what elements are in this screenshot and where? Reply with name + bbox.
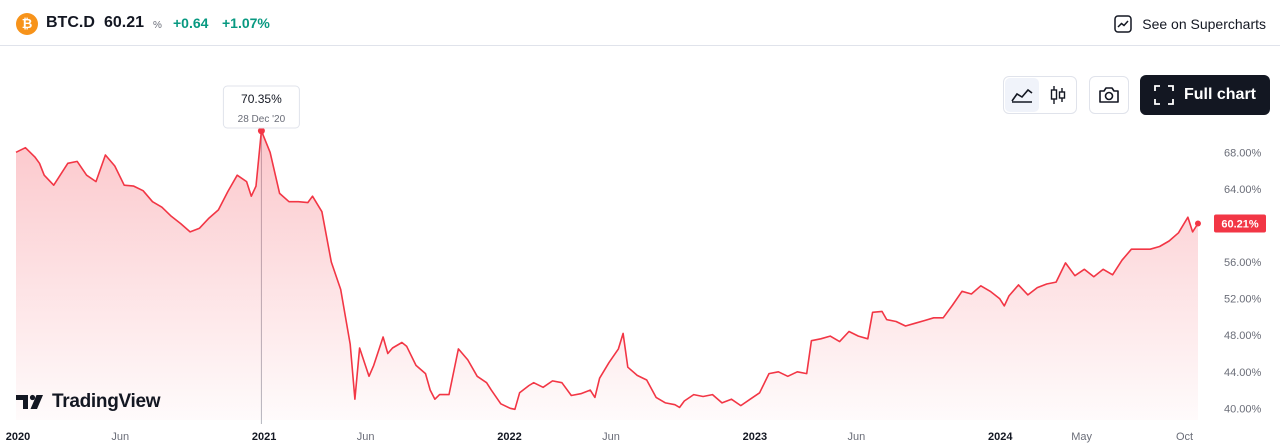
tradingview-logo-icon [16, 394, 43, 409]
x-tick-label: 2022 [497, 431, 521, 443]
full-chart-label: Full chart [1183, 86, 1256, 103]
last-point [1194, 220, 1201, 227]
x-tick-label: Jun [357, 431, 375, 443]
see-on-supercharts-link[interactable]: See on Supercharts [1114, 13, 1266, 35]
y-tick-label: 56.00% [1224, 257, 1262, 269]
x-tick-label: 2023 [743, 431, 767, 443]
y-tick-label: 48.00% [1224, 330, 1262, 342]
candlestick-icon [1050, 86, 1066, 104]
x-tick-label: 2021 [252, 431, 276, 443]
candlestick-button[interactable] [1041, 78, 1075, 112]
expand-icon [1154, 85, 1174, 105]
area-fill [16, 130, 1198, 421]
tradingview-logo: TradingView [16, 391, 161, 413]
screenshot-button[interactable] [1089, 76, 1129, 114]
x-tick-label: Oct [1176, 431, 1193, 443]
y-tick-label: 52.00% [1224, 294, 1262, 306]
x-tick-label: Jun [602, 431, 620, 443]
last-price: 60.21 [104, 14, 145, 31]
y-tick-label: 68.00% [1224, 147, 1262, 159]
symbol-name[interactable]: BTC.D [46, 14, 95, 31]
bitcoin-icon: ₿ [16, 13, 38, 35]
y-tick-label: 40.00% [1224, 403, 1262, 415]
x-tick-label: Jun [848, 431, 866, 443]
x-tick-label: May [1071, 431, 1092, 443]
full-chart-button[interactable]: Full chart [1140, 75, 1270, 115]
price-change-percent: +1.07% [222, 15, 270, 31]
price-unit: % [153, 20, 162, 31]
price-change: +0.64 [173, 15, 209, 31]
camera-icon [1099, 87, 1119, 103]
last-price-badge-text: 60.21% [1221, 219, 1259, 231]
tooltip-date: 28 Dec '20 [238, 114, 286, 125]
x-tick-label: 2020 [6, 431, 30, 443]
tradingview-logo-text: TradingView [52, 391, 161, 412]
price-chart[interactable]: 68.00%64.00%60.00%56.00%52.00%48.00%44.0… [0, 56, 1280, 444]
area-chart-icon [1011, 88, 1033, 103]
area-chart-button[interactable] [1005, 78, 1039, 112]
supercharts-icon [1114, 15, 1132, 33]
symbol-header: ₿ BTC.D 60.21 % +0.64 +1.07% See on Supe… [0, 0, 1280, 46]
x-tick-label: 2024 [988, 431, 1013, 443]
chart-style-group [1003, 76, 1077, 114]
tooltip-value: 70.35% [241, 92, 282, 106]
highlight-point [257, 127, 265, 135]
y-tick-label: 64.00% [1224, 184, 1262, 196]
series-line [15, 130, 1199, 411]
see-on-supercharts-label: See on Supercharts [1142, 16, 1266, 32]
x-tick-label: Jun [111, 431, 129, 443]
value-tooltip: 70.35% 28 Dec '20 [222, 85, 300, 129]
last-price-badge: 60.21% [1214, 214, 1266, 233]
y-tick-label: 44.00% [1224, 367, 1262, 379]
